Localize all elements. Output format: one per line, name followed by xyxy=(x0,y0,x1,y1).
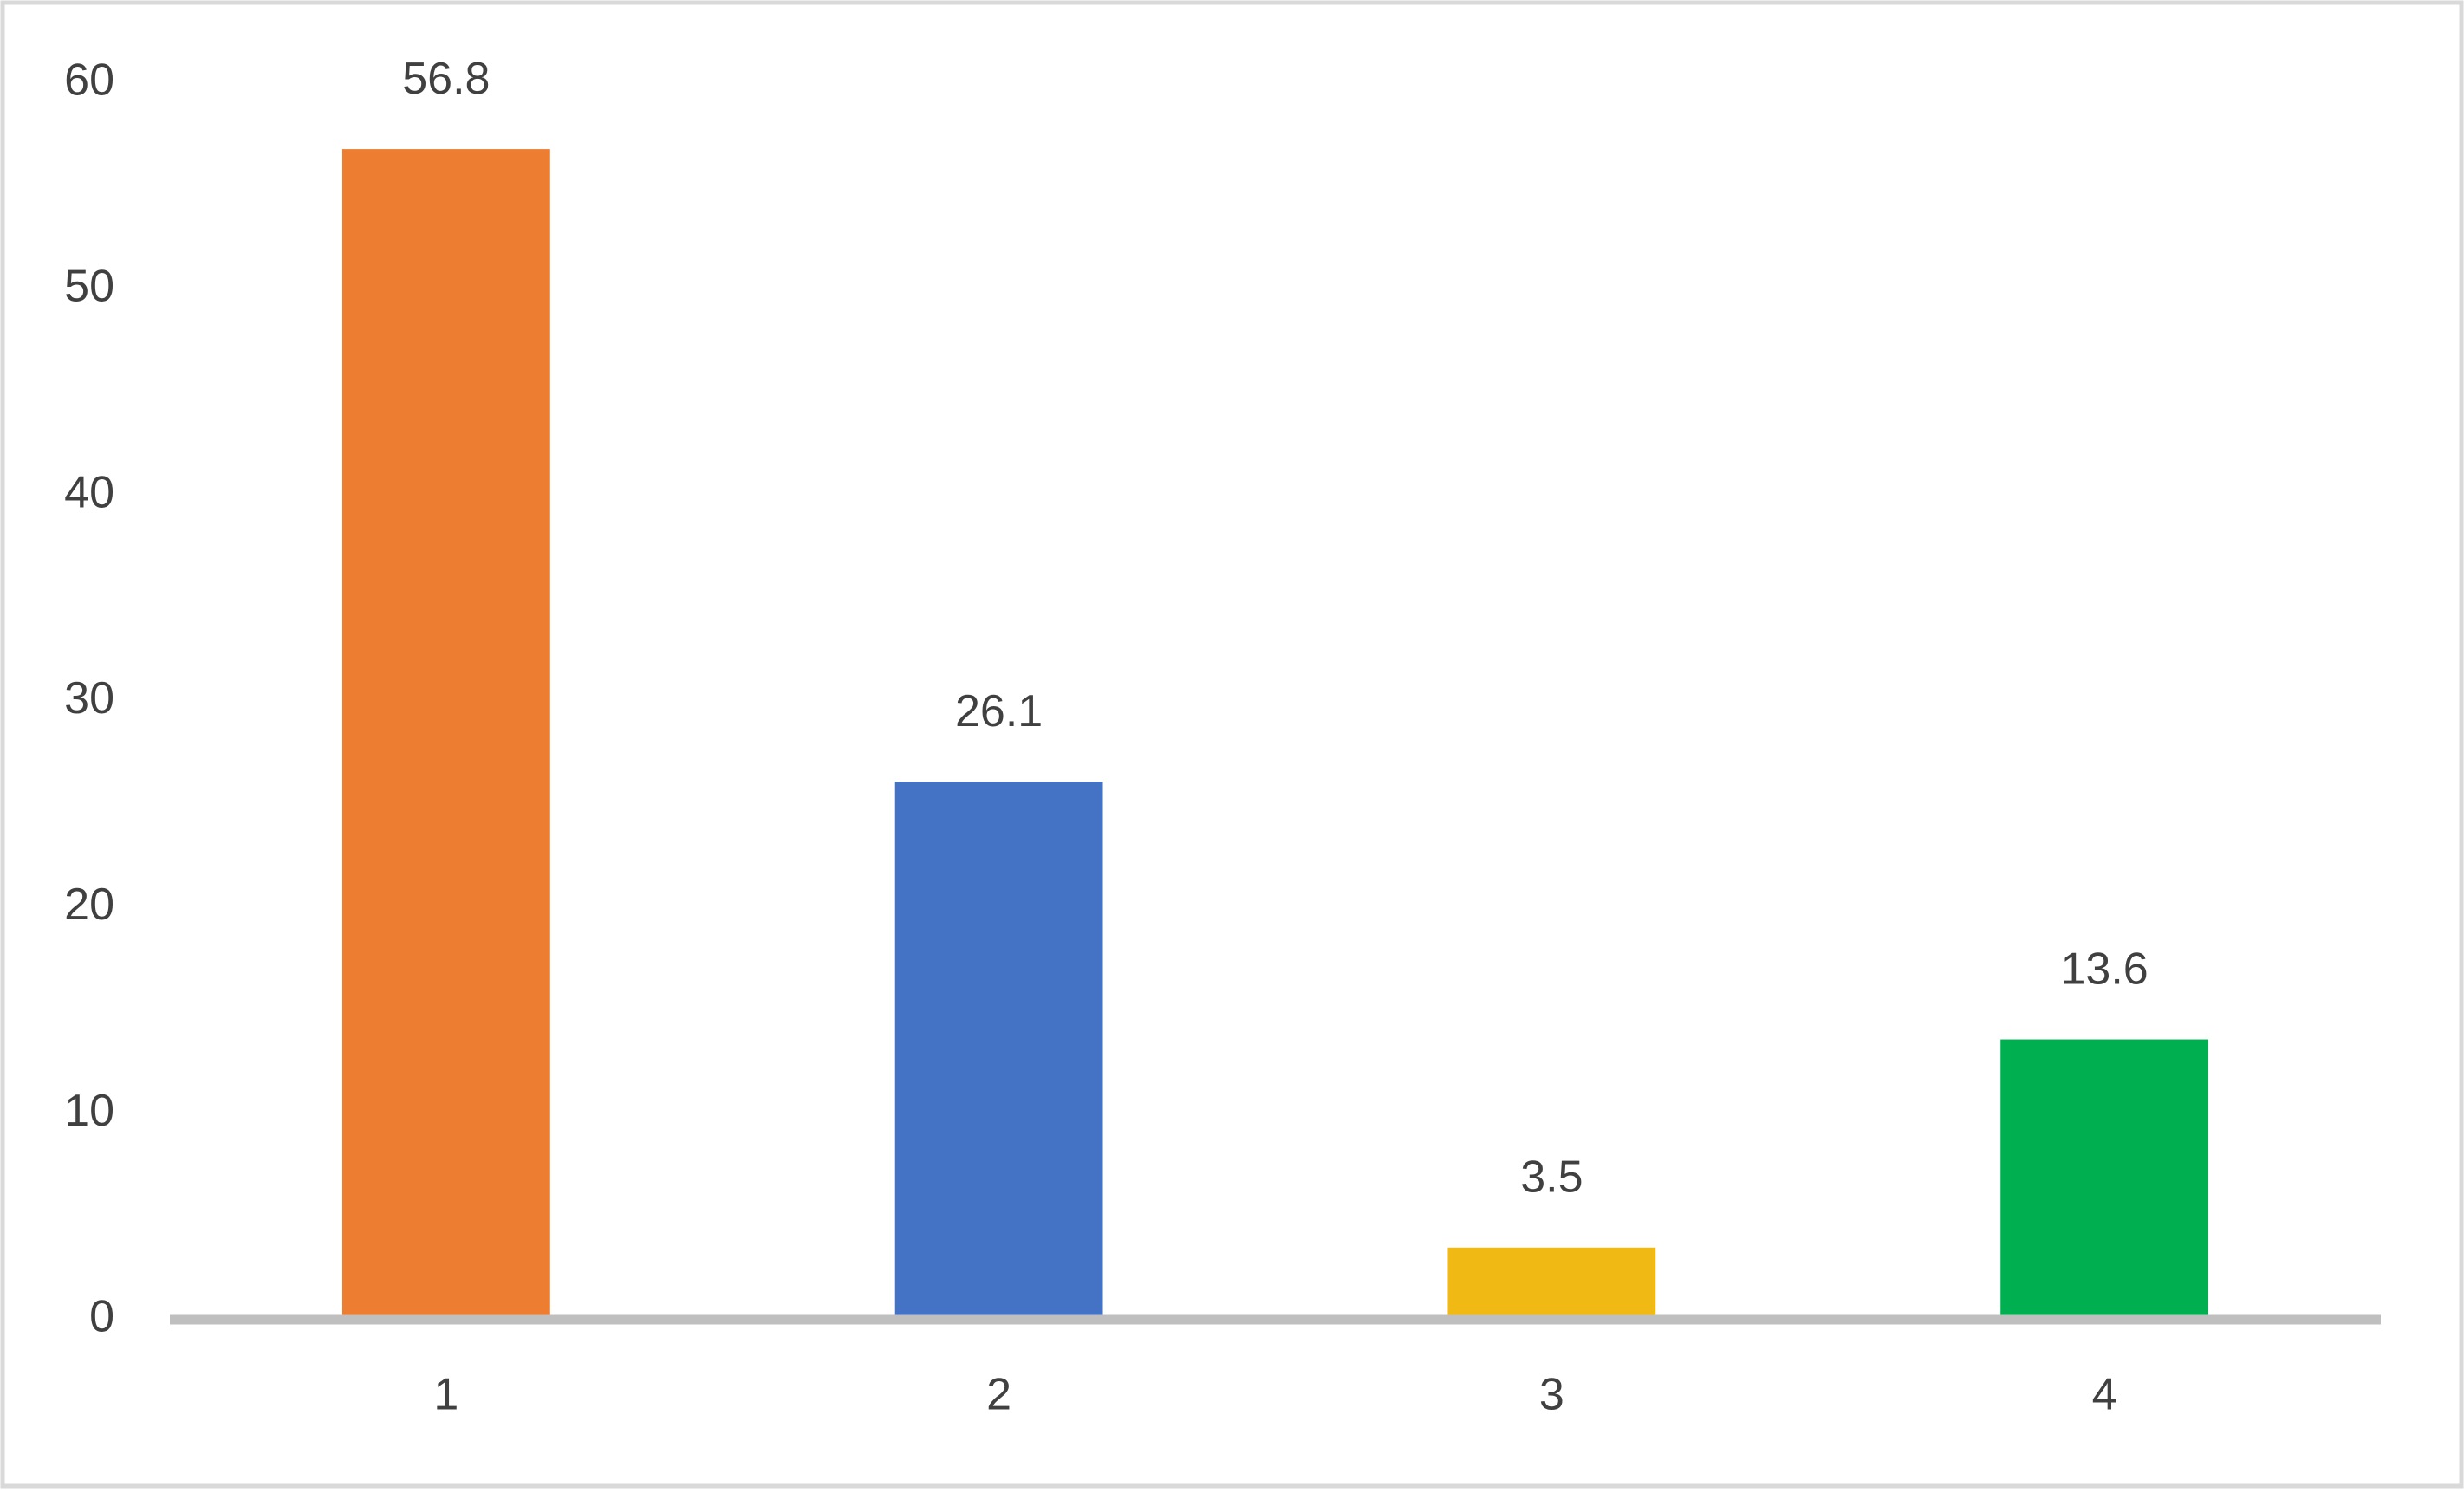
y-tick-label: 50 xyxy=(64,262,114,312)
y-tick-label: 10 xyxy=(64,1086,114,1136)
bar xyxy=(2000,1039,2209,1320)
bar xyxy=(894,782,1103,1320)
x-tick-label: 1 xyxy=(433,1370,458,1420)
y-tick-label: 20 xyxy=(64,880,114,930)
data-label: 26.1 xyxy=(955,686,1043,737)
x-tick-label: 3 xyxy=(1539,1370,1564,1420)
data-label: 56.8 xyxy=(402,54,490,104)
x-tick-label: 2 xyxy=(986,1370,1011,1420)
y-tick-label: 40 xyxy=(64,467,114,517)
x-tick-label: 4 xyxy=(2092,1370,2117,1420)
y-tick-label: 60 xyxy=(64,55,114,106)
y-tick-label: 0 xyxy=(89,1292,114,1342)
y-tick-label: 30 xyxy=(64,673,114,724)
data-label: 3.5 xyxy=(1520,1152,1583,1202)
bar xyxy=(1447,1247,1656,1320)
bar xyxy=(341,149,550,1320)
data-label: 13.6 xyxy=(2061,944,2149,994)
